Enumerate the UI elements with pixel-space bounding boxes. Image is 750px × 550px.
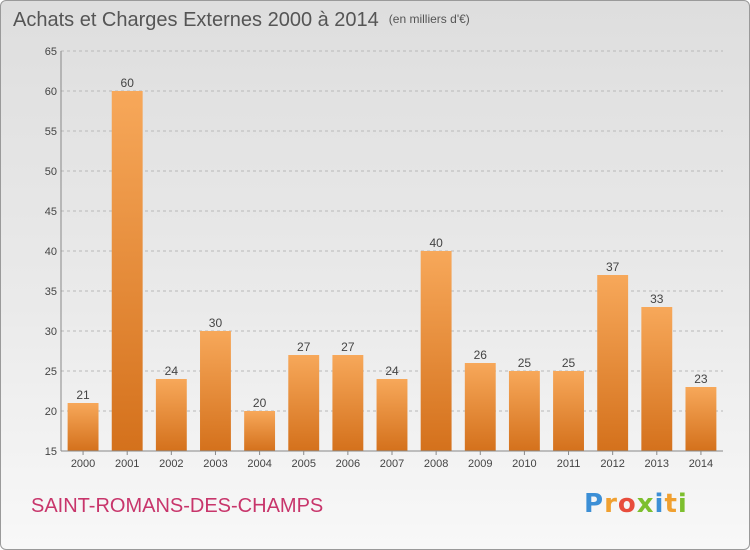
x-tick-label: 2003 — [203, 458, 227, 470]
y-tick-label: 50 — [45, 166, 57, 178]
logo-letter: t — [664, 489, 678, 519]
bar — [288, 355, 320, 451]
logo-letter: i — [654, 489, 665, 519]
bar-value-label: 40 — [429, 236, 443, 250]
logo-letter: P — [584, 489, 605, 519]
bar-value-label: 24 — [165, 364, 179, 378]
x-tick-label: 2004 — [247, 458, 271, 470]
y-tick-label: 30 — [45, 326, 57, 338]
bar — [376, 379, 408, 451]
chart-subtitle: (en milliers d'€) — [388, 12, 470, 26]
bar — [464, 363, 496, 451]
y-tick-label: 45 — [45, 206, 57, 218]
bar-value-label: 27 — [297, 340, 311, 354]
y-tick-label: 40 — [45, 246, 57, 258]
axes: 15 20 25 30 35 40 45 50 55 60 65 2000 2001 2002 2003 20… — [45, 46, 723, 470]
logo-letter: x — [636, 489, 655, 519]
y-tick-label: 25 — [45, 366, 57, 378]
bar — [597, 275, 629, 451]
y-tick-label: 65 — [45, 46, 57, 58]
x-tick-label: 2010 — [512, 458, 536, 470]
y-tick-label: 60 — [45, 86, 57, 98]
bars: 21 60 24 30 20 27 27 24 40 26 25 25 37 33 23 — [67, 76, 717, 451]
bar-value-label: 23 — [694, 372, 708, 386]
bar — [553, 371, 584, 451]
chart-title: Achats et Charges Externes 2000 à 2014 — [13, 9, 379, 31]
y-tick-label: 35 — [45, 286, 57, 298]
x-tick-label: 2005 — [291, 458, 315, 470]
y-tick-label: 55 — [45, 126, 57, 138]
bar — [244, 411, 276, 451]
title-row: Achats et Charges Externes 2000 à 2014 (e… — [13, 9, 470, 32]
x-tick-label: 2002 — [159, 458, 183, 470]
bar — [332, 355, 364, 451]
bar-value-label: 24 — [385, 364, 399, 378]
x-tick-label: 2000 — [71, 458, 95, 470]
x-tick-label: 2012 — [600, 458, 624, 470]
x-tick-label: 2001 — [115, 458, 139, 470]
x-tick-label: 2008 — [424, 458, 448, 470]
bar-value-label: 30 — [209, 316, 223, 330]
logo-letter: i — [677, 489, 688, 519]
x-tick-label: 2011 — [557, 458, 581, 470]
bar-value-label: 26 — [474, 348, 488, 362]
bar-value-label: 60 — [121, 76, 135, 90]
bar — [508, 371, 540, 451]
bar-value-label: 27 — [341, 340, 355, 354]
bar-value-label: 21 — [76, 388, 90, 402]
x-tick-label: 2007 — [380, 458, 404, 470]
logo-letter: o — [617, 489, 637, 519]
bar-value-label: 33 — [650, 292, 664, 306]
x-tick-label: 2006 — [336, 458, 360, 470]
y-tick-label: 15 — [45, 446, 57, 458]
bar — [420, 251, 452, 451]
bar — [200, 331, 231, 451]
proxiti-logo[interactable]: Proxiti — [584, 489, 688, 519]
commune-name: SAINT-ROMANS-DES-CHAMPS — [31, 495, 324, 517]
x-tick-label: 2013 — [645, 458, 669, 470]
bar — [685, 387, 717, 451]
bar-value-label: 37 — [606, 260, 620, 274]
logo-letter: r — [604, 489, 618, 519]
y-tick-label: 20 — [45, 406, 57, 418]
bar — [111, 91, 143, 451]
bar — [67, 403, 99, 451]
bar-value-label: 25 — [562, 356, 576, 370]
x-tick-label: 2014 — [689, 458, 713, 470]
bar-value-label: 20 — [253, 396, 267, 410]
x-tick-label: 2009 — [468, 458, 492, 470]
bar — [155, 379, 187, 451]
bar — [641, 307, 673, 451]
bar-value-label: 25 — [518, 356, 532, 370]
